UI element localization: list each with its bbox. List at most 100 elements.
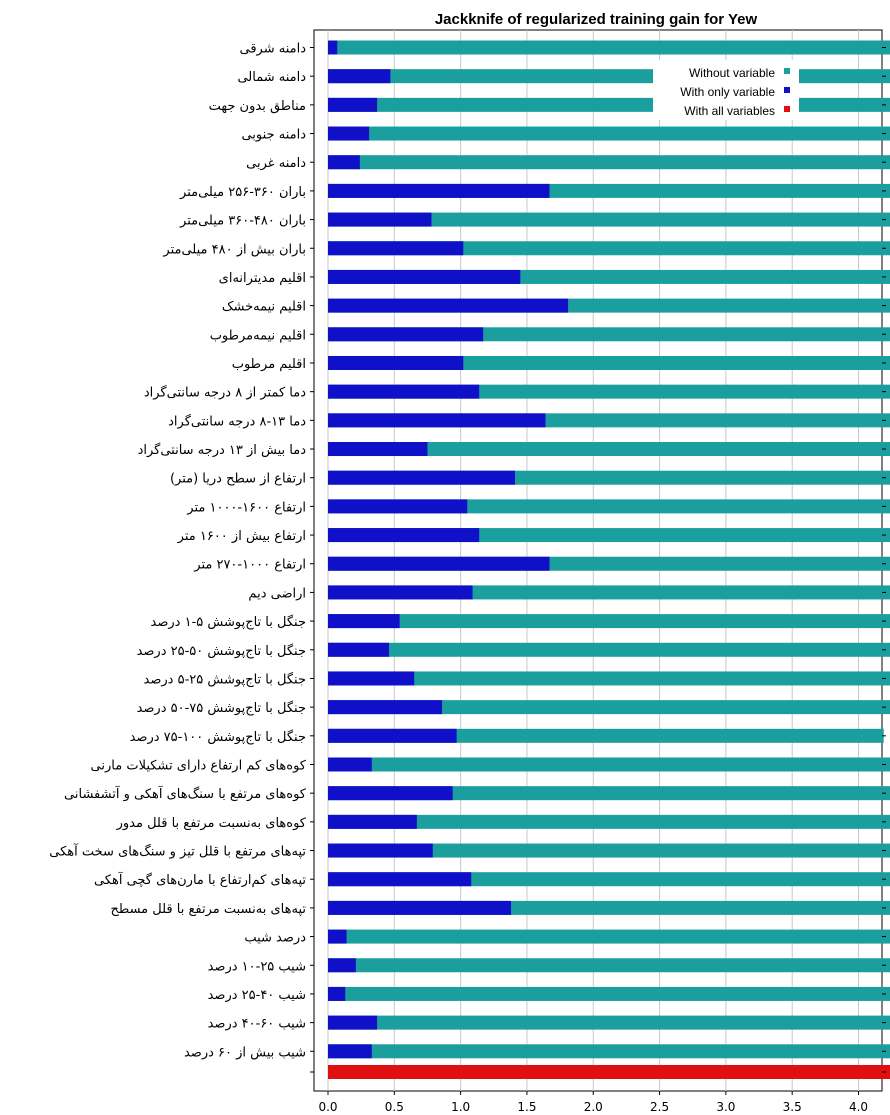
- category-label: شیب بیش از ۶۰ درصد: [184, 1045, 306, 1060]
- category-label: دامنه غربی: [246, 156, 306, 171]
- bar-without-variable: [328, 958, 890, 973]
- bar-without-variable: [328, 671, 890, 686]
- bar-with-only-variable: [328, 872, 472, 887]
- bar-without-variable: [328, 843, 890, 858]
- category-label: جنگل با تاج‌پوشش ۵-۱ درصد: [151, 614, 306, 630]
- bar-with-only-variable: [328, 700, 443, 715]
- category-labels: دامنه شرقی دامنه شمالی مناطق بدون جهت دامنه…: [49, 42, 886, 1073]
- category-label: باران بیش از ۴۸۰ میلی‌متر: [162, 242, 306, 257]
- category-label: کوه‌های به‌نسبت مرتفع با قلل مدور: [116, 816, 307, 831]
- bar-without-variable: [328, 614, 890, 629]
- category-label: دما بیش از ۱۳ درجه سانتی‌گراد: [138, 442, 307, 458]
- category-label: جنگل با تاج‌پوشش ۱۰۰-۷۵ درصد: [130, 729, 306, 745]
- bar-with-only-variable: [328, 442, 428, 457]
- category-label: دامنه شمالی: [237, 70, 306, 85]
- x-tick-label: 2.5: [650, 1100, 669, 1114]
- bar-with-only-variable: [328, 614, 400, 629]
- bar-with-only-variable: [328, 814, 417, 829]
- bar-with-only-variable: [328, 269, 521, 284]
- category-label: اقلیم نیمه‌مرطوب: [210, 328, 306, 343]
- x-tick-label: 3.0: [716, 1100, 735, 1114]
- bar-with-only-variable: [328, 97, 378, 112]
- category-label: دما ۱۳-۸ درجه سانتی‌گراد: [168, 413, 306, 429]
- category-label: کوه‌های مرتفع با سنگ‌های آهکی و آتشفشانی: [64, 785, 307, 802]
- category-label: جنگل با تاج‌پوشش ۲۵-۵ درصد: [144, 671, 306, 687]
- bar-without-variable: [328, 700, 890, 715]
- bar-without-variable: [328, 499, 890, 514]
- category-label: شیب ۲۵-۱۰ درصد: [208, 959, 306, 974]
- category-label: تپه‌های کم‌ارتفاع با مارن‌های گچی آهکی: [94, 871, 306, 888]
- bar-without-variable: [328, 757, 890, 772]
- bar-with-only-variable: [328, 556, 550, 571]
- legend-swatch-all: [784, 106, 790, 112]
- category-label: اراضی دیم: [248, 586, 306, 601]
- bar-without-variable: [328, 986, 890, 1001]
- category-label: تپه‌های به‌نسبت مرتفع با قلل مسطح: [111, 902, 307, 917]
- legend-background: [653, 60, 799, 120]
- x-tick-label: 1.0: [451, 1100, 470, 1114]
- bar-with-only-variable: [328, 728, 457, 743]
- category-label: اقلیم نیمه‌خشک: [222, 300, 306, 315]
- x-tick-label: 0.5: [385, 1100, 404, 1114]
- category-label: ارتفاع از سطح دریا (متر): [170, 472, 306, 487]
- category-label: ارتفاع ۱۶۰۰-۱۰۰۰ متر: [186, 500, 306, 515]
- bars: [328, 40, 890, 1079]
- bar-with-only-variable: [328, 528, 480, 543]
- bar-without-variable: [328, 241, 890, 256]
- bar-with-only-variable: [328, 757, 372, 772]
- x-tick-label: 2.0: [584, 1100, 603, 1114]
- bar-without-variable: [328, 155, 890, 170]
- bar-with-only-variable: [328, 585, 473, 600]
- x-axis-ticks: 0.00.51.01.52.02.53.03.54.04.5: [318, 1091, 868, 1114]
- bar-with-only-variable: [328, 843, 433, 858]
- bar-without-variable: [328, 212, 890, 227]
- bar-without-variable: [328, 355, 890, 370]
- bar-without-variable: [328, 97, 890, 112]
- chart-title: Jackknife of regularized training gain f…: [435, 11, 758, 28]
- x-tick-label: 4.0: [849, 1100, 868, 1114]
- bar-without-variable: [328, 786, 890, 801]
- bar-with-only-variable: [328, 413, 546, 428]
- category-label: درصد شیب: [244, 931, 306, 946]
- bar-without-variable: [328, 814, 890, 829]
- category-label: جنگل با تاج‌پوشش ۷۵-۵۰ درصد: [137, 700, 306, 716]
- bar-with-only-variable: [328, 929, 347, 944]
- legend-label-all: With all variables: [684, 104, 775, 118]
- bar-with-only-variable: [328, 1044, 372, 1059]
- bar-with-only-variable: [328, 212, 432, 227]
- legend-label-only: With only variable: [680, 85, 775, 99]
- bar-with-only-variable: [328, 900, 512, 915]
- bar-with-only-variable: [328, 155, 360, 170]
- legend: Without variable With only variable With…: [653, 60, 799, 120]
- bar-without-variable: [328, 1015, 890, 1030]
- legend-swatch-only: [784, 87, 790, 93]
- category-label: دامنه جنوبی: [241, 128, 306, 143]
- x-tick-label: 3.5: [783, 1100, 802, 1114]
- category-label: ارتفاع بیش از ۱۶۰۰ متر: [177, 529, 306, 544]
- bar-without-variable: [328, 1044, 890, 1059]
- x-tick-label: 1.5: [517, 1100, 536, 1114]
- category-label: دامنه شرقی: [239, 42, 306, 57]
- bar-without-variable: [328, 728, 884, 743]
- category-label: کوه‌های کم ارتفاع دارای تشکیلات مارنی: [91, 759, 307, 774]
- category-label: دما کمتر از ۸ درجه سانتی‌گراد: [144, 385, 306, 401]
- bar-without-variable: [328, 40, 890, 55]
- bar-without-variable: [328, 929, 890, 944]
- bar-with-only-variable: [328, 642, 390, 657]
- category-label: اقلیم مرطوب: [232, 357, 306, 372]
- bar-with-all-variables: [328, 1065, 890, 1079]
- bar-with-only-variable: [328, 126, 370, 141]
- category-label: مناطق بدون جهت: [209, 99, 306, 114]
- category-label: تپه‌های مرتفع با قلل تیز و سنگ‌های سخت آ…: [49, 843, 306, 860]
- category-label: اقلیم مدیترانه‌ای: [219, 271, 306, 286]
- category-label: شیب ۴۰-۲۵ درصد: [208, 988, 306, 1003]
- bar-with-only-variable: [328, 298, 569, 313]
- bar-with-only-variable: [328, 69, 391, 84]
- x-tick-label: 0.0: [318, 1100, 337, 1114]
- category-label: باران ۳۶۰-۲۵۶ میلی‌متر: [179, 185, 306, 200]
- category-label: شیب ۶۰-۴۰ درصد: [208, 1017, 306, 1032]
- bar-without-variable: [328, 69, 890, 84]
- category-label: باران ۴۸۰-۳۶۰ میلی‌متر: [179, 214, 306, 229]
- legend-label-without: Without variable: [689, 66, 775, 80]
